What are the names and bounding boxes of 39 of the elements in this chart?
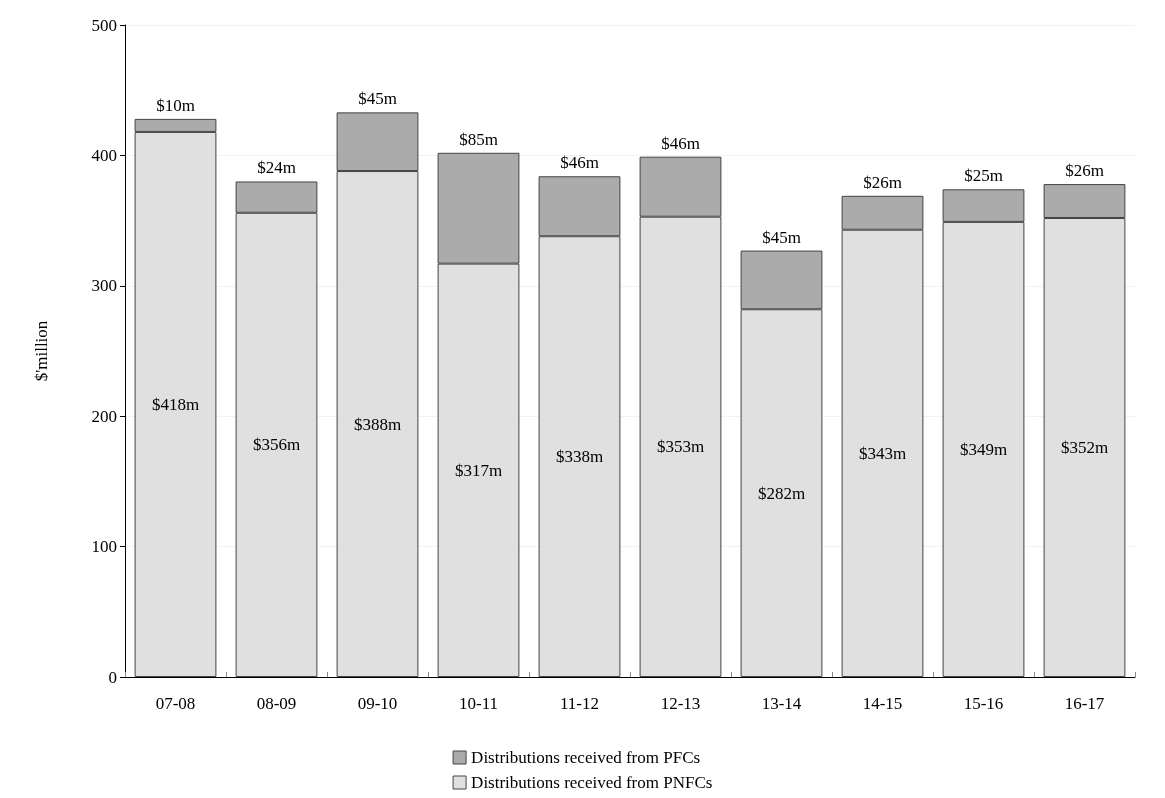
data-label: $343m xyxy=(858,443,907,463)
data-label: $46m xyxy=(661,133,700,153)
x-tick-label: 15-16 xyxy=(963,694,1004,713)
legend-label: Distributions received from PFCs xyxy=(471,748,701,767)
data-label: $85m xyxy=(459,129,498,149)
y-tick-label: 100 xyxy=(91,537,117,557)
legend-label: Distributions received from PNFCs xyxy=(471,773,713,792)
x-tick-label: 14-15 xyxy=(862,694,903,713)
data-label: $24m xyxy=(257,158,296,178)
data-label: $25m xyxy=(964,166,1003,186)
data-label: $356m xyxy=(252,435,301,455)
x-tick-label: 08-09 xyxy=(256,694,297,713)
x-tick-label: 12-13 xyxy=(660,694,701,713)
x-tick-label: 13-14 xyxy=(761,694,802,713)
x-tick-label: 07-08 xyxy=(155,694,196,713)
data-label: $45m xyxy=(358,89,397,109)
data-label: $353m xyxy=(656,437,705,457)
data-label: $26m xyxy=(863,172,902,192)
data-label: $388m xyxy=(353,414,402,434)
data-label: $338m xyxy=(555,447,604,467)
data-label: $45m xyxy=(762,227,801,247)
y-tick-label: 0 xyxy=(108,667,117,687)
y-tick-label: 500 xyxy=(91,15,117,35)
x-tick-label: 16-17 xyxy=(1064,694,1105,713)
x-tick-label: 09-10 xyxy=(357,694,398,713)
x-tick-label: 11-12 xyxy=(559,694,600,713)
data-label: $26m xyxy=(1065,161,1104,181)
x-tick-label: 10-11 xyxy=(458,694,499,713)
data-label: $418m xyxy=(151,394,200,414)
y-tick-label: 200 xyxy=(91,406,117,426)
data-label: $282m xyxy=(757,483,806,503)
data-label: $349m xyxy=(959,439,1008,459)
data-label: $10m xyxy=(156,95,195,115)
data-label: $46m xyxy=(560,153,599,173)
y-axis-title: $'million xyxy=(32,320,51,382)
data-label: $317m xyxy=(454,460,503,480)
y-tick-label: 400 xyxy=(91,145,117,165)
data-label: $352m xyxy=(1060,438,1109,457)
y-tick-label: 300 xyxy=(91,276,117,296)
